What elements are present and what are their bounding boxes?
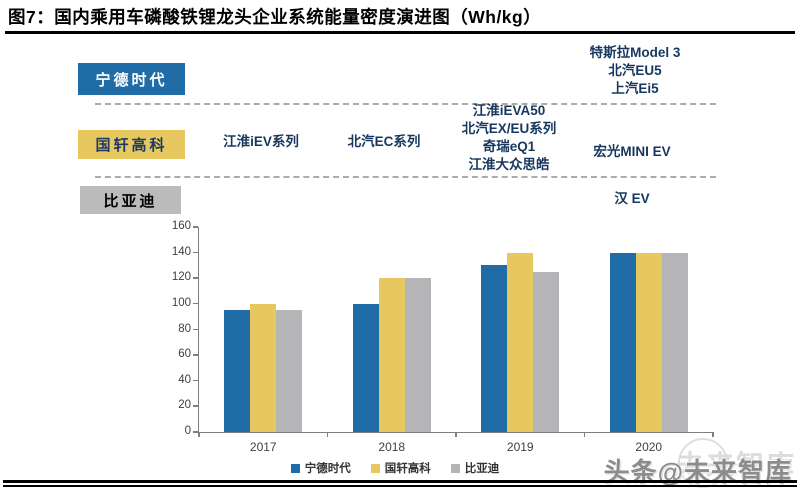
gotion-2020-models: 宏光MINI EV (593, 144, 671, 159)
y-axis-tick-label: 0 (184, 425, 191, 437)
y-axis-tick-label: 120 (171, 271, 191, 284)
chart-bar (507, 252, 534, 432)
model-label: 上汽Ei5 (611, 81, 659, 96)
bar-chart-plot-area: 0 20 40 60 80 100 120 140 160 2017 2018 2019 2020 (172, 220, 714, 454)
legend-item: 宁德时代 (290, 460, 351, 476)
y-axis-tick-mark (193, 431, 198, 433)
chart-bar (250, 303, 277, 432)
legend-item: 国轩高科 (370, 460, 431, 476)
title-divider (5, 31, 795, 34)
chart-bar (481, 265, 508, 432)
company-label-byd: 比亚迪 (80, 186, 181, 214)
x-axis-category-label: 2020 (635, 440, 663, 454)
y-axis-tick-mark (193, 354, 198, 356)
x-axis-tick-mark (455, 432, 457, 437)
y-axis-tick-mark (193, 226, 198, 228)
legend-label: 宁德时代 (304, 463, 351, 475)
chart-bar (661, 252, 688, 432)
chart-bar (276, 310, 303, 432)
chart-legend: 宁德时代 国轩高科 比亚迪 (0, 460, 790, 476)
x-axis-tick-mark (198, 432, 200, 437)
chart-bar (635, 252, 662, 432)
company-label-byd-text: 比亚迪 (103, 192, 158, 210)
y-axis-tick-mark (193, 302, 198, 305)
x-axis-tick-mark (712, 432, 714, 437)
gotion-2018-models: 北汽EC系列 (347, 134, 421, 149)
y-axis-tick-mark (193, 328, 198, 330)
x-axis-category-label: 2017 (249, 440, 277, 454)
y-axis-tick-label: 20 (178, 399, 191, 412)
watermark-ghost-text: 未来智库 (675, 450, 796, 481)
model-label: 江淮大众思皓 (468, 157, 550, 172)
model-label: 北汽EX/EU系列 (461, 121, 557, 136)
company-label-catl-text: 宁德时代 (95, 71, 168, 89)
model-label: 北汽EU5 (608, 63, 662, 78)
y-axis-tick-mark (193, 251, 198, 254)
watermark-text: 头条@未来智库 (603, 457, 792, 487)
page-title: 图7：国内乘用车磷酸铁锂龙头企业系统能量密度演进图（Wh/kg） (8, 7, 542, 27)
figure-bottom-divider-thin (3, 485, 797, 487)
legend-swatch (370, 463, 380, 473)
watermark-logo-circle (678, 438, 728, 488)
row-divider-dashed-1 (95, 103, 716, 105)
byd-2020-models: 汉 EV (614, 191, 650, 206)
chart-bar (404, 278, 431, 432)
y-axis-tick-label: 80 (178, 322, 191, 335)
y-axis-tick-label: 140 (171, 245, 191, 258)
y-axis-tick-label: 100 (171, 296, 191, 309)
x-axis-tick-mark (326, 432, 328, 437)
legend-swatch (290, 463, 300, 473)
gotion-2019-models: 江淮iEVA50 北汽EX/EU系列 奇瑞eQ1 江淮大众思皓 (429, 102, 589, 174)
chart-bar (352, 303, 379, 432)
chart-bar (378, 278, 405, 432)
legend-swatch (450, 463, 460, 473)
y-axis-tick-label: 40 (178, 373, 191, 386)
legend-label: 比亚迪 (464, 463, 500, 475)
legend-item: 比亚迪 (450, 460, 500, 476)
chart-bar (609, 252, 636, 432)
x-axis-tick-mark (583, 432, 585, 437)
y-axis-tick-mark (193, 405, 198, 407)
row-divider-dashed-2 (95, 176, 716, 178)
legend-label: 国轩高科 (384, 463, 431, 475)
chart-bar (224, 310, 251, 432)
figure-bottom-divider-thick (3, 480, 797, 483)
y-axis-tick-label: 160 (171, 220, 191, 232)
model-label: 特斯拉Model 3 (589, 45, 681, 60)
catl-2020-models: 特斯拉Model 3 北汽EU5 上汽Ei5 (555, 44, 715, 98)
gotion-2017-models: 江淮iEV系列 (223, 134, 299, 149)
model-label: 奇瑞eQ1 (482, 139, 536, 154)
y-axis-tick-label: 60 (178, 348, 191, 361)
chart-bar (533, 271, 560, 432)
y-axis-tick-mark (193, 379, 198, 382)
company-label-gotion: 国轩高科 (78, 130, 185, 159)
x-axis-category-label: 2018 (378, 440, 406, 454)
company-label-gotion-text: 国轩高科 (95, 137, 168, 154)
y-axis-tick-mark (193, 277, 198, 279)
company-label-catl: 宁德时代 (78, 63, 185, 95)
x-axis-category-label: 2019 (506, 440, 534, 454)
model-label: 江淮iEVA50 (472, 103, 546, 118)
